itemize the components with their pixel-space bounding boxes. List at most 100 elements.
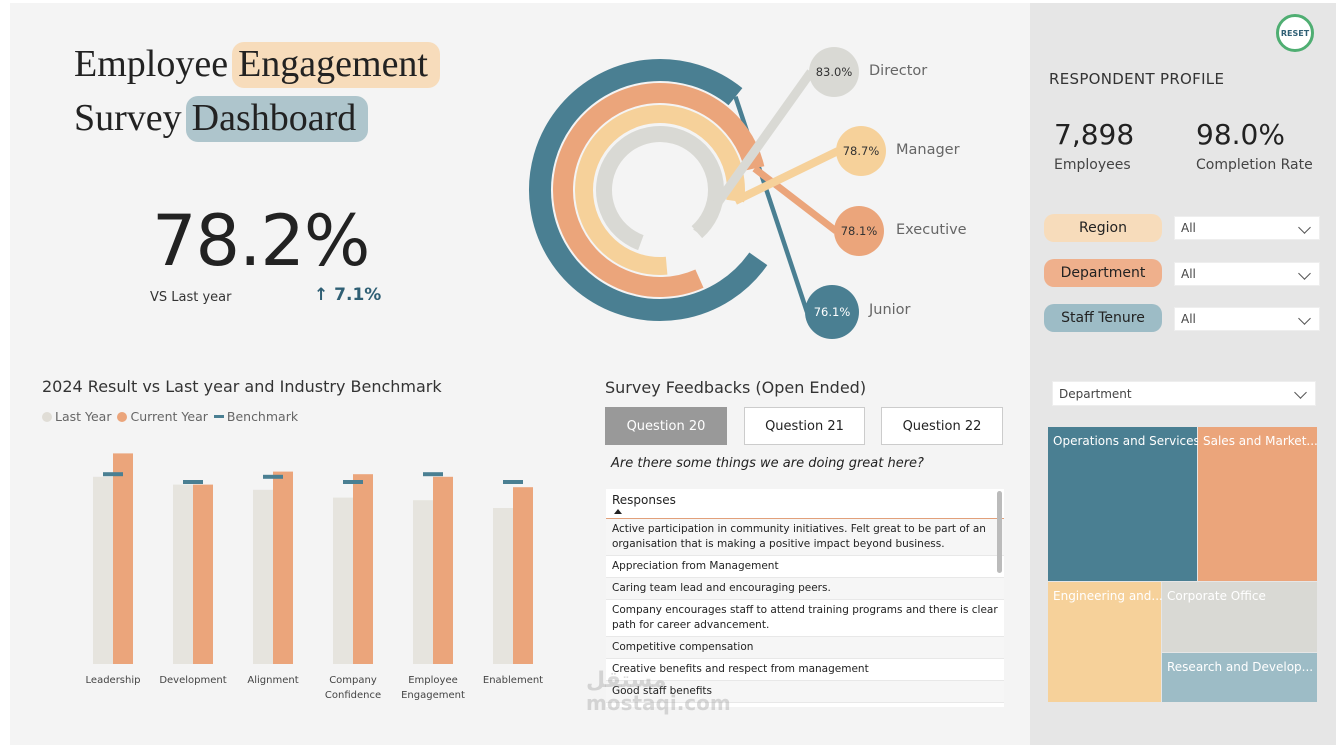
department-filter-label: Department: [1044, 259, 1162, 287]
radial-label-manager: Manager: [896, 142, 960, 158]
dashboard-title-line1: Employee Engagement: [74, 42, 440, 88]
x-tick-label-alignment: Alignment: [247, 675, 298, 686]
radial-engagement-chart: 76.1% Junior 78.1% Executive 78.7% Manager 83.…: [529, 47, 967, 339]
bar-chart-legend: Last Year Current Year Benchmark: [42, 409, 298, 424]
treemap-tile-engineering-and[interactable]: [1048, 582, 1161, 702]
bar-last-year-company-confidence[interactable]: [333, 497, 353, 664]
radial-bubble-director[interactable]: [809, 47, 859, 97]
radial-value-junior: 76.1%: [814, 305, 851, 319]
feedback-question-prompt: Are there some things we are doing great…: [611, 456, 924, 471]
response-row[interactable]: Good staff benefits: [606, 681, 1004, 703]
benchmark-marker-alignment[interactable]: [263, 474, 283, 479]
question-20-button[interactable]: Question 20: [605, 407, 727, 445]
bar-last-year-development[interactable]: [173, 484, 193, 664]
treemap-tile-sales-and-market[interactable]: [1198, 427, 1317, 581]
response-row[interactable]: Appreciation from Management: [606, 556, 1004, 578]
title-highlight-engagement: Engagement: [232, 42, 440, 88]
responses-header[interactable]: Responses: [606, 489, 1004, 519]
completion-rate-label: Completion Rate: [1196, 157, 1313, 173]
radial-bubble-manager[interactable]: [836, 126, 886, 176]
reset-button[interactable]: RESET: [1276, 14, 1314, 52]
radial-arc-manager[interactable]: [575, 105, 745, 275]
watermark: مستقل mostaqi.com: [586, 668, 731, 715]
kpi-vs-label: VS Last year: [150, 290, 232, 305]
benchmark-marker-leadership[interactable]: [103, 472, 123, 477]
chevron-down-icon: [1298, 221, 1311, 234]
radial-arc-junior[interactable]: [529, 59, 768, 321]
benchmark-marker-enablement[interactable]: [503, 480, 523, 484]
radial-bubble-executive[interactable]: [834, 206, 884, 256]
x-tick-label-enablement: Enablement: [483, 675, 543, 686]
staff-tenure-select[interactable]: All: [1174, 307, 1320, 331]
radial-bubble-junior[interactable]: [805, 285, 859, 339]
response-row[interactable]: Caring team lead and encouraging peers.: [606, 578, 1004, 600]
responses-scrollbar[interactable]: [997, 491, 1002, 573]
legend-current-year[interactable]: Current Year: [117, 409, 208, 424]
title-highlight-dashboard: Dashboard: [185, 96, 369, 142]
x-tick-label-employee-engagement-0: Employee: [408, 675, 458, 686]
legend-last-year[interactable]: Last Year: [42, 409, 111, 424]
radial-connector-director: [693, 69, 815, 235]
benchmark-marker-development[interactable]: [183, 480, 203, 484]
radial-label-junior: Junior: [868, 302, 911, 318]
bar-current-year-development[interactable]: [193, 484, 213, 664]
department-treemap: Operations and Services Sales and Market.…: [1048, 427, 1318, 702]
reset-label: RESET: [1280, 28, 1310, 38]
treemap-label-research-and-develop: Research and Develop...: [1167, 660, 1313, 674]
treemap-label-sales-and-market: Sales and Market...: [1203, 434, 1318, 448]
benchmark-marker-employee-engagement[interactable]: [423, 472, 443, 477]
radial-arc-executive[interactable]: [553, 83, 765, 297]
benchmark-marker-company-confidence[interactable]: [343, 480, 363, 484]
chevron-down-icon: [1294, 386, 1307, 399]
dashboard-title-line2: Survey Dashboard: [74, 96, 369, 142]
engagement-kpi-value: 78.2%: [152, 200, 370, 282]
bar-current-year-leadership[interactable]: [113, 453, 133, 664]
chevron-down-icon: [1298, 312, 1311, 325]
department-select[interactable]: All: [1174, 262, 1320, 286]
kpi-delta: ↑ 7.1%: [314, 285, 382, 305]
benchmark-bar-chart: Leadership Development Alignment Company Con…: [86, 453, 543, 701]
bar-last-year-employee-engagement[interactable]: [413, 500, 433, 664]
bar-last-year-leadership[interactable]: [93, 476, 113, 664]
response-row[interactable]: Creative benefits and respect from manag…: [606, 659, 1004, 681]
radial-value-director: 83.0%: [816, 65, 853, 79]
response-row[interactable]: Company encourages staff to attend train…: [606, 600, 1004, 637]
bar-current-year-enablement[interactable]: [513, 487, 533, 664]
bar-current-year-employee-engagement[interactable]: [433, 476, 453, 664]
employees-count: 7,898: [1054, 118, 1135, 151]
employees-label: Employees: [1054, 157, 1131, 173]
responses-table: Responses Active participation in commun…: [606, 489, 1004, 707]
treemap-label-operations-and-services: Operations and Services: [1053, 434, 1200, 448]
respondent-profile-title: RESPONDENT PROFILE: [1049, 70, 1225, 88]
response-row[interactable]: Active participation in community initia…: [606, 519, 1004, 556]
completion-rate-value: 98.0%: [1196, 118, 1285, 151]
radial-arc-director[interactable]: [596, 126, 724, 251]
region-select[interactable]: All: [1174, 216, 1320, 240]
treemap-dimension-select[interactable]: Department: [1052, 381, 1316, 406]
region-filter-label: Region: [1044, 214, 1162, 242]
treemap-tile-corporate-office[interactable]: [1162, 582, 1317, 652]
x-tick-label-company-confidence-0: Company: [329, 675, 377, 686]
radial-label-director: Director: [869, 63, 927, 79]
staff-tenure-filter-label: Staff Tenure: [1044, 304, 1162, 332]
radial-label-executive: Executive: [896, 222, 967, 238]
radial-value-executive: 78.1%: [841, 224, 878, 238]
title-word-employee: Employee: [74, 43, 229, 85]
sort-ascending-icon[interactable]: [614, 509, 622, 514]
legend-benchmark[interactable]: Benchmark: [213, 409, 298, 424]
treemap-tile-operations-and-services[interactable]: [1048, 427, 1197, 581]
bar-last-year-enablement[interactable]: [493, 508, 513, 664]
question-22-button[interactable]: Question 22: [881, 407, 1003, 445]
radial-connector-executive: [752, 165, 839, 234]
bar-current-year-alignment[interactable]: [273, 471, 293, 664]
bar-last-year-alignment[interactable]: [253, 489, 273, 664]
radial-connector-manager: [733, 147, 840, 205]
treemap-tile-research-and-develop[interactable]: [1162, 653, 1317, 702]
question-21-button[interactable]: Question 21: [744, 407, 865, 445]
bar-current-year-company-confidence[interactable]: [353, 474, 373, 664]
response-row[interactable]: Competitive compensation: [606, 637, 1004, 659]
feedback-title: Survey Feedbacks (Open Ended): [605, 378, 867, 397]
x-tick-label-leadership: Leadership: [86, 675, 141, 686]
x-tick-label-company-confidence-1: Confidence: [325, 690, 381, 701]
radial-value-manager: 78.7%: [843, 144, 880, 158]
